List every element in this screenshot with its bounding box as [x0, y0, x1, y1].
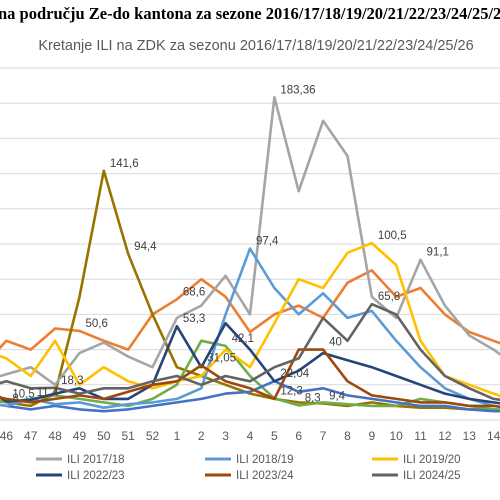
- x-tick-label: 46: [0, 429, 13, 443]
- x-tick-label: 1: [174, 429, 181, 443]
- chart-title: Kretanje ILI na ZDK za sezonu 2016/17/18…: [38, 38, 473, 54]
- series-line: [0, 321, 500, 405]
- legend-label: ILI 2022/23: [67, 470, 125, 482]
- series-line: [0, 96, 500, 387]
- x-tick-label: 4: [247, 429, 254, 443]
- data-label: 42,1: [232, 333, 254, 345]
- x-axis-tick-labels: 46 47 48 49 50 51 52 1 2 3 4 5 6 7 8 9 10 11 12 13 14: [0, 429, 500, 443]
- data-label: 100,5: [378, 230, 407, 242]
- x-tick-label: 2: [198, 429, 205, 443]
- x-tick-label: 8: [344, 429, 351, 443]
- x-tick-label: 6: [295, 429, 302, 443]
- data-label: 94,4: [134, 241, 157, 253]
- data-label: 50,6: [85, 318, 107, 330]
- data-label: 10,5: [12, 389, 34, 401]
- data-label: 9,4: [329, 390, 346, 402]
- ili-line-chart: Kretanje ILI na ZDK za sezonu 2016/17/18…: [0, 38, 500, 482]
- data-label: 11,4: [37, 387, 59, 399]
- x-tick-label: 14: [487, 429, 500, 443]
- grid-lines: [0, 67, 500, 421]
- legend-label: ILI 2023/24: [236, 470, 294, 482]
- data-label: 12,3: [280, 385, 302, 397]
- x-tick-label: 9: [368, 429, 375, 443]
- page-title: na području Ze-do kantona za sezone 2016…: [0, 4, 500, 23]
- x-tick-label: 50: [97, 429, 111, 443]
- series-line: [0, 247, 500, 410]
- series-lines: [0, 96, 500, 413]
- chart-container: Kretanje ILI na ZDK za sezonu 2016/17/18…: [0, 28, 500, 500]
- x-tick-label: 48: [48, 429, 62, 443]
- series-line: [0, 302, 500, 402]
- data-labels: 183,36 97,4 100,5 91,1 65,8 141,6 94,4 68,6 50,6…: [12, 84, 449, 405]
- legend-label: ILI 2019/20: [403, 454, 461, 466]
- legend-label: ILI 2018/19: [236, 454, 294, 466]
- x-tick-label: 11: [414, 429, 427, 443]
- data-label: 8,3: [305, 392, 321, 404]
- data-label: 40: [329, 337, 342, 349]
- data-label: 68,6: [183, 286, 205, 298]
- data-label: 97,4: [256, 236, 279, 248]
- x-tick-label: 5: [271, 429, 278, 443]
- data-label: 53,3: [183, 313, 205, 325]
- series-line: [0, 169, 500, 412]
- data-label: 31,05: [207, 352, 236, 364]
- legend-label: ILI 2024/25: [403, 470, 461, 482]
- series-line: [0, 241, 500, 398]
- data-label: 91,1: [427, 247, 449, 259]
- series-line: [0, 379, 500, 413]
- series-line: [0, 348, 500, 409]
- x-tick-label: 13: [463, 429, 477, 443]
- x-tick-label: 49: [73, 429, 87, 443]
- data-label: 141,6: [110, 158, 139, 170]
- data-label: 65,8: [378, 291, 400, 303]
- data-label: 18,3: [61, 375, 83, 387]
- x-tick-label: 47: [24, 429, 38, 443]
- x-tick-label: 52: [146, 429, 160, 443]
- legend-label: ILI 2017/18: [67, 454, 125, 466]
- x-tick-label: 51: [122, 429, 136, 443]
- x-tick-label: 7: [320, 429, 327, 443]
- x-tick-label: 3: [222, 429, 229, 443]
- data-label: 183,36: [280, 84, 315, 96]
- legend: ILI 2017/18 ILI 2018/19 ILI 2019/20 ILI 202…: [36, 454, 461, 482]
- data-label: 8: [12, 393, 18, 405]
- x-tick-label: 12: [438, 429, 452, 443]
- x-tick-label: 10: [390, 429, 404, 443]
- data-label: 22,04: [280, 368, 309, 380]
